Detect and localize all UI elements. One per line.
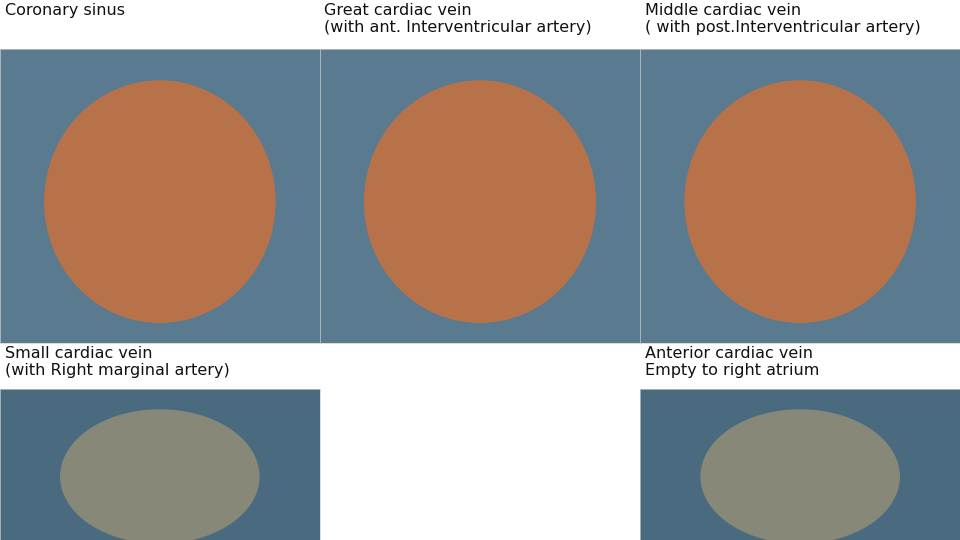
Text: Coronary sinus: Coronary sinus	[5, 3, 125, 18]
Ellipse shape	[45, 81, 275, 322]
Ellipse shape	[685, 81, 915, 322]
Text: Great cardiac vein
(with ant. Interventricular artery): Great cardiac vein (with ant. Interventr…	[324, 3, 592, 35]
Ellipse shape	[365, 81, 595, 322]
Text: Anterior cardiac vein
Empty to right atrium: Anterior cardiac vein Empty to right atr…	[645, 346, 820, 378]
Text: Small cardiac vein
(with Right marginal artery): Small cardiac vein (with Right marginal …	[5, 346, 229, 378]
Text: Middle cardiac vein
( with post.Interventricular artery): Middle cardiac vein ( with post.Interven…	[645, 3, 921, 35]
Ellipse shape	[701, 410, 900, 540]
Ellipse shape	[60, 410, 259, 540]
